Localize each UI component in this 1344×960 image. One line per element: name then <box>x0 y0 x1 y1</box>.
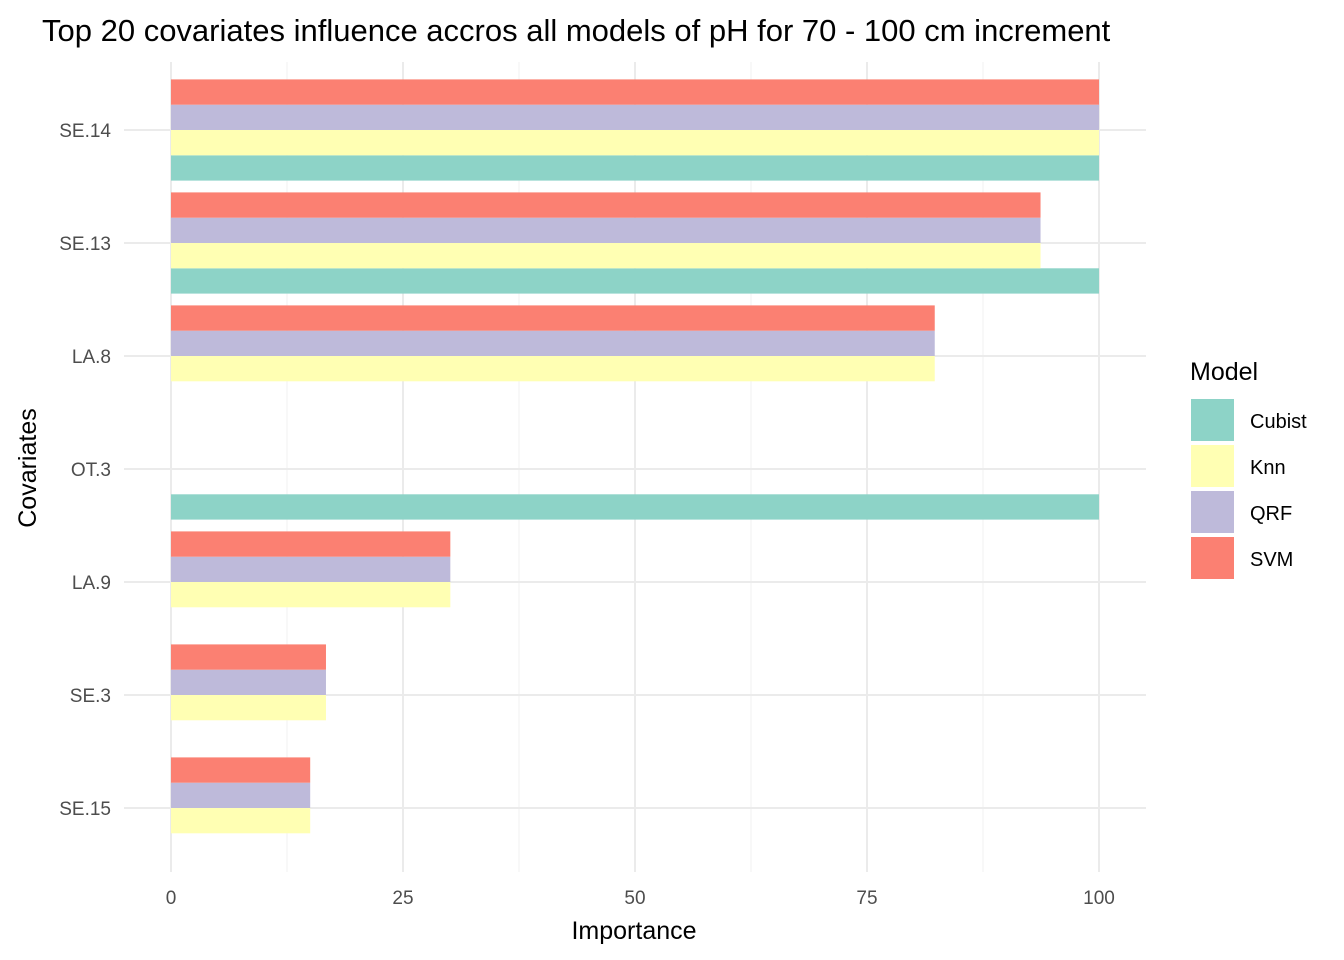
legend-label-knn: Knn <box>1250 457 1286 479</box>
legend-label-svm: SVM <box>1250 549 1293 571</box>
bar-knn-se-3 <box>171 695 326 721</box>
bar-qrf-la-9 <box>171 556 451 582</box>
bar-qrf-se-14 <box>171 104 1099 130</box>
chart-title: Top 20 covariates influence accros all m… <box>42 13 1111 48</box>
bar-cubist-se-14 <box>171 155 1099 181</box>
bar-knn-la-9 <box>171 582 451 608</box>
legend-title: Model <box>1190 358 1258 386</box>
bar-qrf-se-13 <box>171 217 1041 243</box>
y-tick-label: SE.3 <box>70 686 111 707</box>
y-tick-label: OT.3 <box>71 460 111 481</box>
x-tick-label: 50 <box>624 888 645 909</box>
legend-key-svm <box>1191 537 1234 579</box>
legend-key-qrf <box>1191 491 1234 533</box>
y-tick-label: SE.15 <box>59 799 111 820</box>
x-tick-label: 100 <box>1083 888 1115 909</box>
x-tick-label: 75 <box>856 888 877 909</box>
bar-qrf-se-3 <box>171 669 326 695</box>
bars <box>171 79 1099 834</box>
y-tick-label: LA.9 <box>72 573 111 594</box>
x-axis-title: Importance <box>571 917 696 945</box>
legend: Model Cubist Knn QRF SVM <box>1190 358 1307 579</box>
bar-qrf-se-15 <box>171 782 311 808</box>
x-tick-label: 0 <box>166 888 177 909</box>
bar-knn-se-14 <box>171 130 1099 156</box>
bar-svm-la-8 <box>171 305 935 331</box>
legend-key-cubist <box>1191 399 1234 441</box>
legend-label-qrf: QRF <box>1250 503 1292 525</box>
y-tick-label: SE.13 <box>59 234 111 255</box>
bar-svm-se-13 <box>171 192 1041 218</box>
legend-label-cubist: Cubist <box>1250 411 1307 433</box>
bar-svm-se-15 <box>171 757 311 783</box>
bar-svm-se-14 <box>171 79 1099 105</box>
bar-cubist-ot-3 <box>171 494 1099 520</box>
y-tick-label: LA.8 <box>72 347 111 368</box>
x-tick-label: 25 <box>392 888 413 909</box>
y-tick-label: SE.14 <box>59 121 111 142</box>
bar-knn-se-13 <box>171 243 1041 269</box>
bar-knn-se-15 <box>171 808 311 834</box>
grid <box>124 62 1146 872</box>
bar-knn-la-8 <box>171 356 935 382</box>
bar-cubist-se-13 <box>171 268 1099 294</box>
bar-qrf-la-8 <box>171 330 935 356</box>
bar-svm-se-3 <box>171 644 326 670</box>
y-tick-labels: SE.14 SE.13 LA.8 OT.3 LA.9 SE.3 SE.15 <box>59 121 111 820</box>
bar-svm-la-9 <box>171 531 451 557</box>
y-axis-title: Covariates <box>14 408 42 528</box>
x-tick-labels: 0 25 50 75 100 <box>166 888 1115 909</box>
legend-key-knn <box>1191 445 1234 487</box>
